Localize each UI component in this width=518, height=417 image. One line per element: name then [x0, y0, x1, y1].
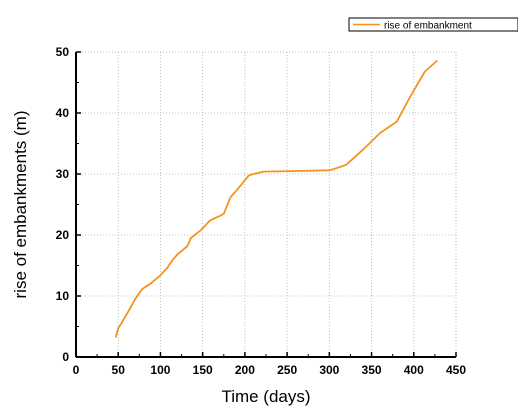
series-layer [114, 59, 438, 338]
x-tick-label: 350 [362, 363, 382, 377]
y-tick-label: 10 [56, 289, 70, 303]
x-tick-label: 50 [112, 363, 126, 377]
y-tick-label: 20 [56, 228, 70, 242]
y-tick-label: 0 [62, 350, 69, 364]
y-axis-title: rise of embankments (m) [11, 111, 30, 299]
x-tick-label: 150 [193, 363, 213, 377]
axes: 0 50 100 150 200 250 300 350 400 450 0 10 20 30 40 50 [56, 45, 467, 377]
legend: rise of embankment [348, 17, 518, 32]
x-axis-title: Time (days) [221, 387, 310, 406]
y-tick-label: 50 [56, 45, 70, 59]
y-tick-label: 40 [56, 106, 70, 120]
legend-label: rise of embankment [384, 21, 472, 32]
x-tick-label: 250 [277, 363, 297, 377]
legend-box [348, 17, 518, 32]
x-tick-label: 300 [319, 363, 339, 377]
grid-lines [76, 51, 457, 357]
x-tick-label: 200 [235, 363, 255, 377]
x-tick-label: 0 [73, 363, 80, 377]
y-tick-label: 30 [56, 167, 70, 181]
x-tick-label: 100 [150, 363, 170, 377]
series-line [114, 59, 438, 338]
x-tick-label: 450 [446, 363, 466, 377]
x-tick-label: 400 [404, 363, 424, 377]
